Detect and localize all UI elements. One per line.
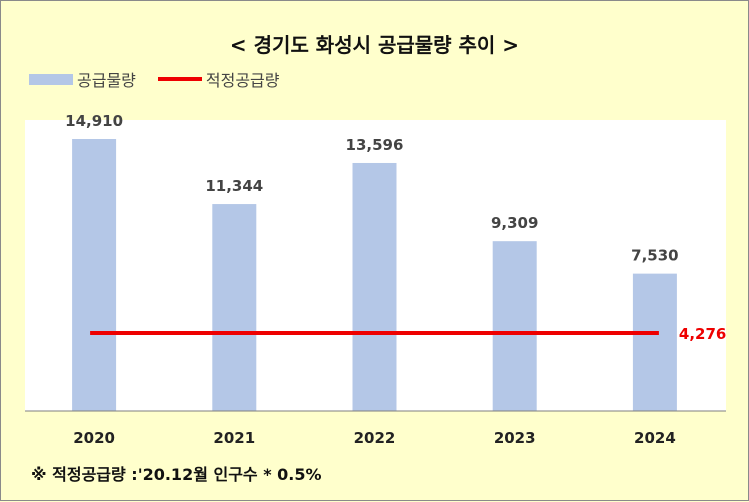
- data-label-2021: 11,344: [205, 177, 263, 195]
- reference-line-group: 4,276: [90, 325, 726, 343]
- bar-2021: [212, 204, 257, 411]
- bar-2023: [492, 241, 537, 411]
- legend-label-proper-supply: 적정공급량: [205, 71, 280, 90]
- legend-swatch-line: [157, 77, 202, 81]
- chart-title: < 경기도 화성시 공급물량 추이 >: [229, 33, 520, 57]
- data-label-2022: 13,596: [346, 136, 404, 154]
- reference-line-label: 4,276: [679, 325, 726, 343]
- legend-item-proper-supply: 적정공급량: [157, 67, 280, 91]
- bars-group: [72, 139, 677, 411]
- x-tick-2020: 2020: [73, 429, 115, 447]
- data-label-2020: 14,910: [65, 112, 123, 130]
- legend-item-supply: 공급물량: [29, 67, 136, 91]
- bar-2020: [72, 139, 117, 411]
- legend-label-supply: 공급물량: [77, 71, 136, 90]
- chart-legend: 공급물량 적정공급량: [29, 67, 302, 91]
- footnote: ※ 적정공급량 :'20.12월 인구수 * 0.5%: [31, 465, 322, 484]
- data-label-2024: 7,530: [631, 247, 678, 265]
- x-tick-2022: 2022: [354, 429, 396, 447]
- bar-2024: [632, 273, 677, 411]
- x-tick-2024: 2024: [634, 429, 676, 447]
- x-tick-2021: 2021: [213, 429, 255, 447]
- x-tick-2023: 2023: [494, 429, 536, 447]
- data-label-2023: 9,309: [491, 214, 538, 232]
- x-tick-labels: 2020 2021 2022 2023 2024: [73, 429, 676, 447]
- data-labels-group: 14,910 11,344 13,596 9,309 7,530: [65, 112, 678, 265]
- bar-2022: [352, 162, 397, 411]
- legend-swatch-bar: [29, 73, 73, 85]
